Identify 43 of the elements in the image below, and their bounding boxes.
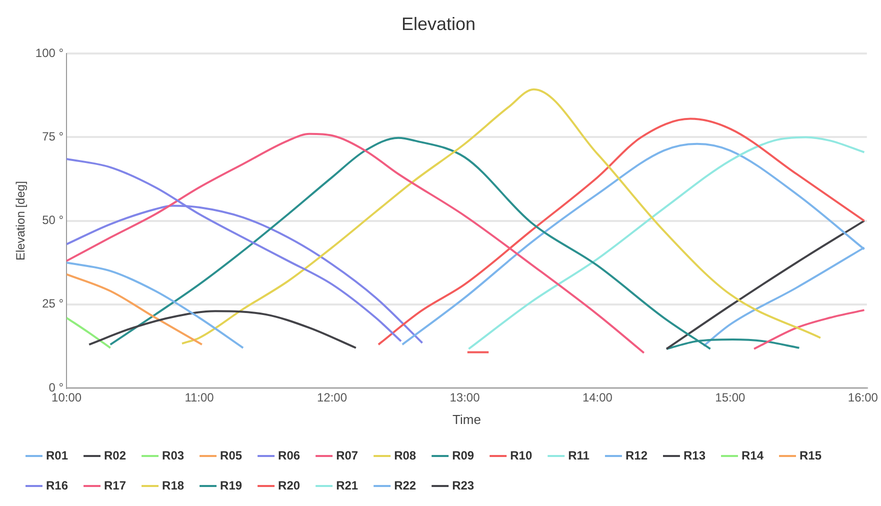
legend-label: R17 — [104, 478, 126, 492]
legend-label: R14 — [742, 448, 764, 462]
legend-label: R19 — [220, 478, 242, 492]
line-series — [377, 118, 866, 346]
legend-label: R11 — [568, 448, 590, 462]
line-series — [66, 273, 203, 346]
legend-label: R22 — [394, 478, 416, 492]
legend-label: R08 — [394, 448, 416, 462]
y-tick-label: 50 ° — [42, 213, 64, 228]
legend-label: R05 — [220, 448, 242, 462]
x-tick-label: 11:00 — [184, 390, 214, 405]
line-series — [753, 309, 866, 350]
line-series — [468, 136, 866, 350]
line-series — [181, 88, 822, 345]
x-tick-label: 16:00 — [848, 390, 878, 405]
line-series — [66, 132, 645, 354]
legend-label: R23 — [452, 478, 474, 492]
legend-label: R01 — [46, 448, 68, 462]
x-axis-title: Time — [452, 412, 481, 427]
legend-label: R06 — [278, 448, 300, 462]
x-tick-label: 15:00 — [715, 390, 746, 405]
x-tick-label: 14:00 — [582, 390, 613, 405]
legend-label: R20 — [278, 478, 300, 492]
legend-label: R15 — [800, 448, 822, 462]
y-tick-label: 100 ° — [35, 46, 64, 60]
legend-label: R02 — [104, 448, 126, 462]
line-series — [66, 262, 244, 349]
legend-label: R18 — [162, 478, 184, 492]
legend-label: R21 — [336, 478, 358, 492]
legend-label: R16 — [46, 478, 68, 492]
line-series — [88, 310, 357, 349]
x-tick-label: 13:00 — [450, 390, 480, 405]
y-tick-label: 25 ° — [42, 296, 64, 311]
legend-label: R03 — [162, 448, 184, 462]
chart-title: Elevation — [401, 14, 476, 34]
x-tick-label: 12:00 — [316, 390, 348, 405]
legend-label: R13 — [683, 448, 706, 462]
y-axis-title: Elevation [deg] — [14, 181, 28, 260]
y-tick-label: 75 ° — [42, 130, 64, 144]
legend-label: R09 — [452, 448, 474, 462]
legend-label: R07 — [336, 448, 358, 462]
legend-label: R10 — [510, 448, 532, 462]
legend-label: R12 — [625, 448, 648, 462]
